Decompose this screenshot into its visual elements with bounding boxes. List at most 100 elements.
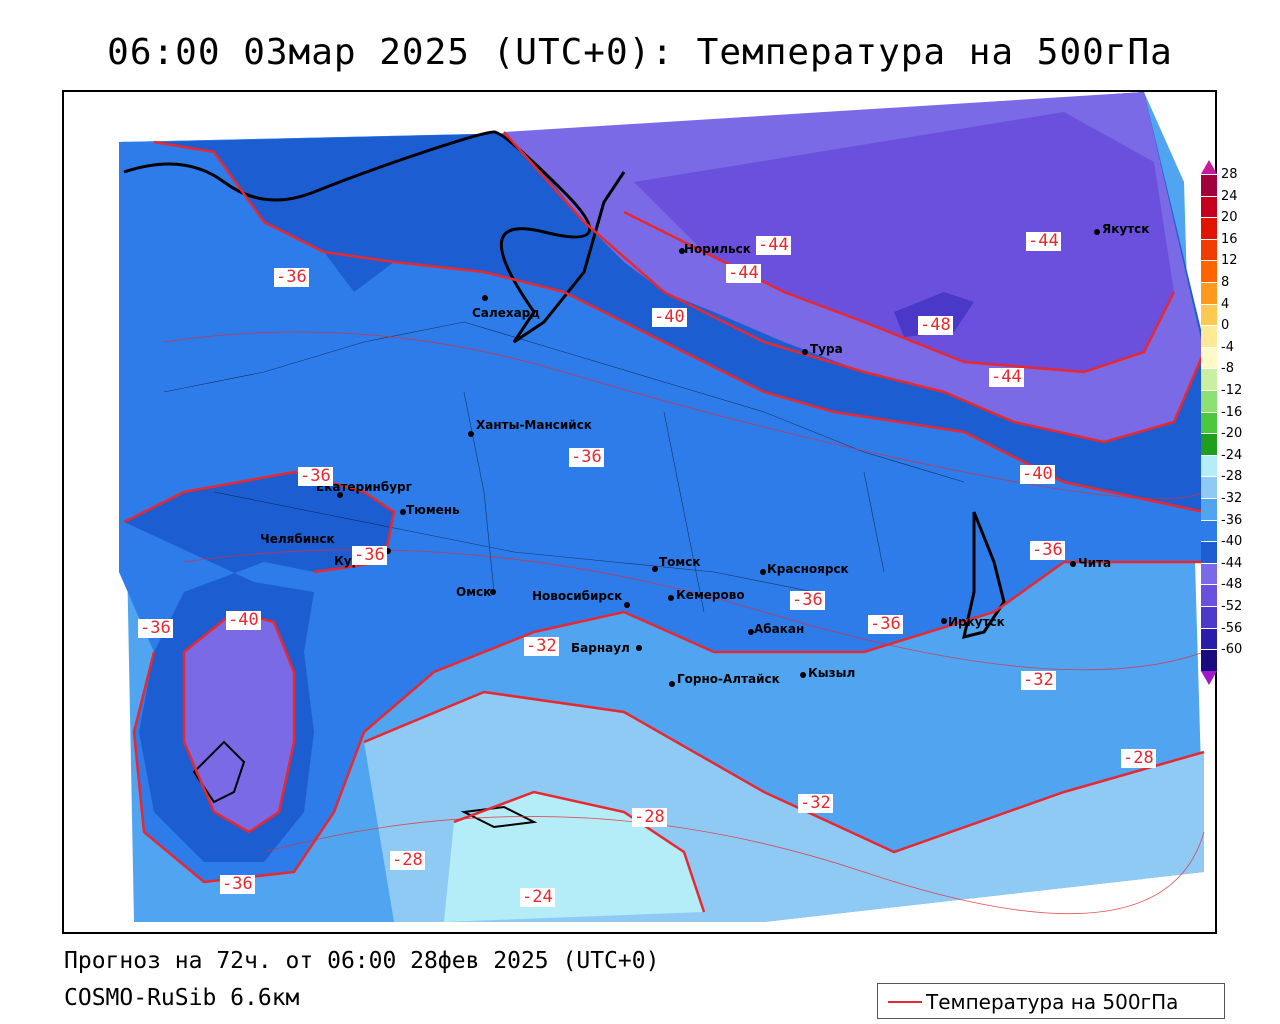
scale-label: 28	[1221, 167, 1238, 182]
scale-cell	[1201, 411, 1217, 434]
city-label: Абакан	[754, 622, 805, 636]
scale-cell	[1201, 627, 1217, 650]
isoline-label: -36	[220, 874, 255, 894]
city-dot	[760, 569, 766, 575]
isoline-label: -36	[868, 614, 903, 634]
caspian	[192, 740, 246, 804]
isoline-label: -28	[390, 850, 425, 870]
scale-label: -8	[1221, 361, 1234, 377]
city-label: Екатеринбург	[316, 480, 412, 494]
isoline-label: -28	[1121, 748, 1156, 768]
isoline-label: -48	[918, 315, 953, 335]
scale-label: -48	[1221, 577, 1243, 593]
city-label: Норильск	[684, 242, 751, 256]
isoline-label: -44	[726, 263, 761, 283]
scale-label: -16	[1221, 404, 1243, 420]
zone-48	[634, 112, 1174, 372]
city-label: Якутск	[1102, 222, 1150, 236]
isoline-label: -36	[569, 447, 604, 467]
scale-cell	[1201, 368, 1217, 390]
scale-cell	[1201, 649, 1217, 671]
isoline-label: -24	[520, 887, 555, 907]
map-title: 06:00 03мар 2025 (UTC+0): Температура на…	[107, 32, 1173, 73]
isoline-label: -44	[1026, 231, 1061, 251]
city-label: Омск	[456, 585, 492, 599]
scale-label: -44	[1221, 555, 1243, 571]
scale-cell	[1201, 238, 1217, 261]
city-label: Кемерово	[676, 588, 745, 602]
isoline-label: -36	[298, 466, 333, 486]
city-dot	[1070, 561, 1076, 567]
model-text: COSMO-RuSib 6.6км	[64, 985, 300, 1011]
scale-cell	[1201, 260, 1217, 282]
scale-label: -12	[1221, 383, 1243, 398]
scale-label: 0	[1221, 318, 1230, 334]
baikal	[962, 511, 1006, 640]
isoline-label: -40	[226, 610, 261, 630]
color-scale: 28 24 20 16 12 8 4 0 -4 -8 -12 -16 -20 -24 -28 -32 -36 -4…	[1199, 160, 1265, 690]
temperature-map	[64, 92, 1215, 932]
zone-52	[894, 292, 974, 337]
scale-cell	[1201, 174, 1217, 196]
scale-cell	[1201, 454, 1217, 477]
legend: Температура на 500гПа	[877, 983, 1225, 1019]
scale-label: 8	[1221, 275, 1230, 290]
scale-cell	[1201, 541, 1217, 563]
isoline-label: -32	[1021, 670, 1056, 690]
city-label: Иркутск	[948, 615, 1005, 629]
scale-label: -28	[1221, 469, 1243, 485]
scale-label: 16	[1221, 231, 1238, 247]
city-label: Тура	[810, 342, 843, 356]
city-dot	[748, 629, 754, 635]
isoline-label: -36	[138, 618, 173, 638]
scale-cell	[1201, 325, 1217, 347]
scale-label: -20	[1221, 426, 1243, 442]
city-label: Салехард	[472, 306, 540, 320]
city-label: Чита	[1078, 556, 1112, 570]
city-dot	[636, 645, 642, 651]
isolines	[123, 131, 1206, 913]
scale-label: 4	[1221, 296, 1230, 312]
isoline-label: -32	[798, 793, 833, 813]
scale-cell	[1201, 519, 1217, 542]
city-dot	[802, 349, 808, 355]
isoline-label: -28	[632, 807, 667, 827]
scale-label: -52	[1221, 599, 1243, 614]
map-area: Норильск Якутск Салехард Тура Ханты-Манс…	[62, 90, 1217, 934]
city-dot	[1094, 229, 1100, 235]
scale-cell	[1201, 476, 1217, 498]
scale-label: -40	[1221, 534, 1243, 550]
isoline-label: -40	[1020, 464, 1055, 484]
isoline-label: -32	[524, 636, 559, 656]
city-dot	[669, 681, 675, 687]
legend-line-swatch	[888, 1001, 922, 1003]
scale-cell	[1201, 217, 1217, 239]
city-dot	[652, 566, 658, 572]
isoline-label: -44	[756, 235, 791, 255]
isoline-label: -40	[652, 307, 687, 327]
scale-label: -60	[1221, 642, 1243, 658]
city-dot	[400, 509, 406, 515]
scale-label: -36	[1221, 512, 1243, 528]
scale-bottom-arrow	[1201, 670, 1217, 685]
coastline	[123, 130, 626, 344]
city-dot	[624, 602, 630, 608]
city-dot	[468, 431, 474, 437]
scale-cell	[1201, 303, 1217, 326]
city-label: Новосибирск	[532, 589, 623, 603]
city-dot	[482, 295, 488, 301]
isoline-label: -36	[790, 590, 825, 610]
city-label: Барнаул	[571, 641, 630, 655]
city-label: Томск	[659, 555, 701, 569]
scale-label: -24	[1221, 447, 1243, 463]
isoline-label: -36	[274, 267, 309, 287]
scale-label: -32	[1221, 491, 1243, 506]
scale-cell	[1201, 498, 1217, 520]
city-label: Тюмень	[406, 503, 460, 517]
city-label: Ханты-Мансийск	[476, 418, 592, 432]
city-dot	[668, 595, 674, 601]
city-dot	[679, 248, 685, 254]
scale-label: 12	[1221, 253, 1238, 269]
scale-cell	[1201, 346, 1217, 369]
scale-label: 24	[1221, 188, 1238, 204]
